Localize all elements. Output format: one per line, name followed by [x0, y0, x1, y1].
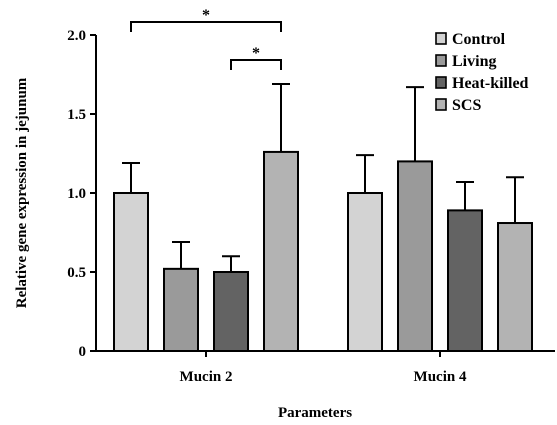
bar [397, 160, 433, 352]
legend-swatch [435, 98, 447, 111]
bar [213, 271, 249, 352]
y-tick-label: 1.5 [67, 107, 86, 123]
legend-label: SCS [452, 97, 481, 114]
bar [163, 267, 199, 352]
legend: Control Living Heat-killed SCS [435, 31, 529, 114]
legend-swatch [435, 32, 447, 45]
y-tick-label: 0.5 [67, 265, 86, 281]
bar [497, 222, 533, 353]
y-tick-label: 0 [79, 344, 87, 360]
bar [263, 150, 299, 352]
legend-label: Living [452, 53, 496, 70]
bar [447, 209, 483, 352]
significance-bracket [230, 59, 282, 70]
bar [347, 192, 383, 352]
bar [113, 192, 149, 352]
legend-label: Control [452, 31, 506, 48]
significance-bracket [130, 21, 282, 32]
x-tick-label: Mucin 4 [414, 369, 467, 385]
y-axis-title: Relative gene expression in jejunum [14, 77, 30, 308]
x-axis-title: Parameters [278, 405, 352, 421]
legend-label: Heat-killed [452, 75, 529, 92]
legend-swatch [435, 76, 447, 89]
bars: Mucin 2 Mucin 4 [113, 82, 533, 385]
significance-label: * [202, 7, 210, 24]
significance-brackets: ** [130, 7, 282, 70]
y-tick-label: 1.0 [67, 186, 86, 202]
y-tick-label: 2.0 [67, 28, 86, 44]
legend-swatch [435, 54, 447, 67]
x-tick-label: Mucin 2 [180, 369, 233, 385]
significance-label: * [252, 45, 260, 62]
